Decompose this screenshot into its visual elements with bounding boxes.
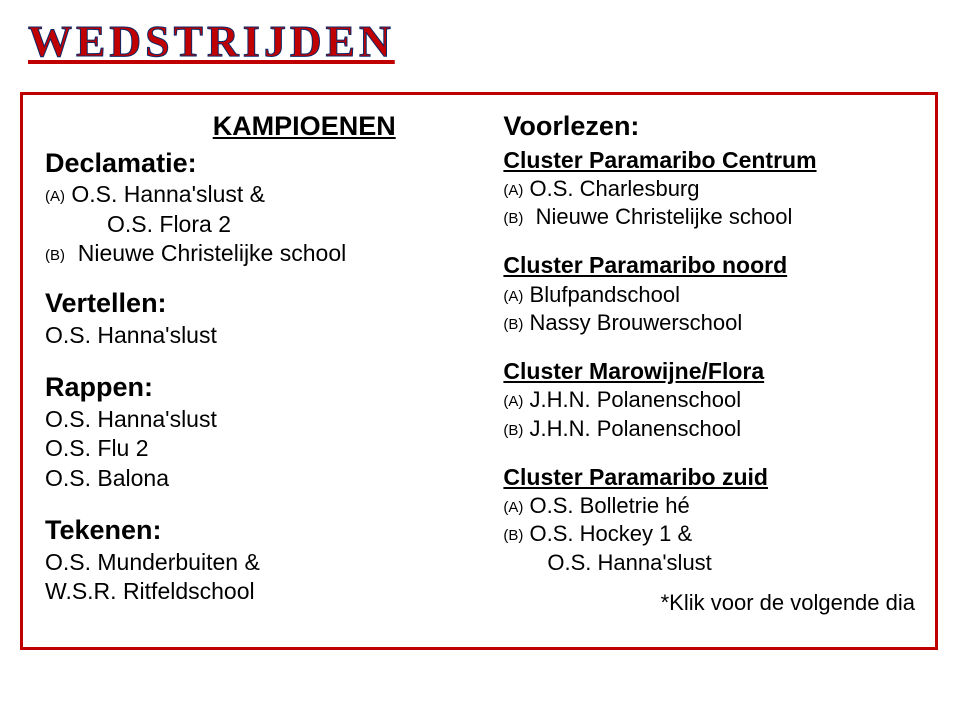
declamatie-a1-text: O.S. Hanna'slust & <box>71 181 265 207</box>
rappen-l2: O.S. Flu 2 <box>45 434 473 463</box>
declamatie-block: Declamatie: (A) O.S. Hanna'slust & O.S. … <box>45 146 473 269</box>
tekenen-block: Tekenen: O.S. Munderbuiten & W.S.R. Ritf… <box>45 513 473 606</box>
kampioenen-heading: KAMPIOENEN <box>135 109 473 144</box>
cluster4: Cluster Paramaribo zuid (A) O.S. Bolletr… <box>503 463 915 577</box>
cluster3-h: Cluster Marowijne/Flora <box>503 357 915 386</box>
cluster2-h: Cluster Paramaribo noord <box>503 251 915 280</box>
vertellen-block: Vertellen: O.S. Hanna'slust <box>45 286 473 350</box>
marker-b: (B) <box>503 527 523 544</box>
cluster1-b: (B) Nieuwe Christelijke school <box>503 203 915 231</box>
marker-b: (B) <box>503 422 523 439</box>
cluster3-a: (A) J.H.N. Polanenschool <box>503 386 915 414</box>
rappen-label: Rappen: <box>45 370 473 405</box>
cluster2-a-text: Blufpandschool <box>530 282 680 307</box>
cluster4-a-text: O.S. Bolletrie hé <box>530 493 690 518</box>
marker-a: (A) <box>503 288 523 305</box>
cluster1-a-text: O.S. Charlesburg <box>530 176 700 201</box>
right-column: Voorlezen: Cluster Paramaribo Centrum (A… <box>493 95 935 647</box>
page-title: WEDSTRIJDEN <box>28 16 395 67</box>
rappen-l1: O.S. Hanna'slust <box>45 405 473 434</box>
cluster3-a-text: J.H.N. Polanenschool <box>530 387 742 412</box>
left-column: KAMPIOENEN Declamatie: (A) O.S. Hanna'sl… <box>23 95 493 647</box>
columns: KAMPIOENEN Declamatie: (A) O.S. Hanna'sl… <box>23 95 935 647</box>
declamatie-label: Declamatie: <box>45 146 473 181</box>
cluster4-h: Cluster Paramaribo zuid <box>503 463 915 492</box>
marker-a: (A) <box>503 393 523 410</box>
cluster2-b-text: Nassy Brouwerschool <box>530 310 743 335</box>
marker-a: (A) <box>503 182 523 199</box>
cluster4-b: (B) O.S. Hockey 1 & <box>503 520 915 548</box>
voorlezen-label: Voorlezen: <box>503 109 915 144</box>
cluster4-b2: O.S. Hanna'slust <box>547 549 915 577</box>
cluster2: Cluster Paramaribo noord (A) Blufpandsch… <box>503 251 915 337</box>
vertellen-label: Vertellen: <box>45 286 473 321</box>
marker-b: (B) <box>45 247 65 264</box>
cluster4-b-text: O.S. Hockey 1 & <box>530 521 693 546</box>
slide: WEDSTRIJDEN KAMPIOENEN Declamatie: (A) O… <box>0 0 960 704</box>
marker-b: (B) <box>503 210 523 227</box>
tekenen-label: Tekenen: <box>45 513 473 548</box>
cluster3: Cluster Marowijne/Flora (A) J.H.N. Polan… <box>503 357 915 443</box>
marker-a: (A) <box>45 188 65 205</box>
cluster1-a: (A) O.S. Charlesburg <box>503 175 915 203</box>
declamatie-a2: O.S. Flora 2 <box>107 210 473 239</box>
cluster2-a: (A) Blufpandschool <box>503 281 915 309</box>
tekenen-l1: O.S. Munderbuiten & <box>45 548 473 577</box>
cluster3-b-text: J.H.N. Polanenschool <box>530 416 742 441</box>
rappen-l3: O.S. Balona <box>45 464 473 493</box>
tekenen-l2: W.S.R. Ritfeldschool <box>45 577 473 606</box>
rappen-block: Rappen: O.S. Hanna'slust O.S. Flu 2 O.S.… <box>45 370 473 493</box>
declamatie-b1: (B) Nieuwe Christelijke school <box>45 239 473 268</box>
content-box: KAMPIOENEN Declamatie: (A) O.S. Hanna'sl… <box>20 92 938 650</box>
cluster1: Cluster Paramaribo Centrum (A) O.S. Char… <box>503 146 915 232</box>
cluster4-a: (A) O.S. Bolletrie hé <box>503 492 915 520</box>
marker-a: (A) <box>503 499 523 516</box>
cluster2-b: (B) Nassy Brouwerschool <box>503 309 915 337</box>
vertellen-l1: O.S. Hanna'slust <box>45 321 473 350</box>
marker-b: (B) <box>503 316 523 333</box>
cluster1-h: Cluster Paramaribo Centrum <box>503 146 915 175</box>
cluster3-b: (B) J.H.N. Polanenschool <box>503 415 915 443</box>
footer-hint: *Klik voor de volgende dia <box>503 589 915 617</box>
declamatie-a1: (A) O.S. Hanna'slust & <box>45 180 473 209</box>
declamatie-b1-text: Nieuwe Christelijke school <box>78 240 346 266</box>
cluster1-b-text: Nieuwe Christelijke school <box>536 204 793 229</box>
